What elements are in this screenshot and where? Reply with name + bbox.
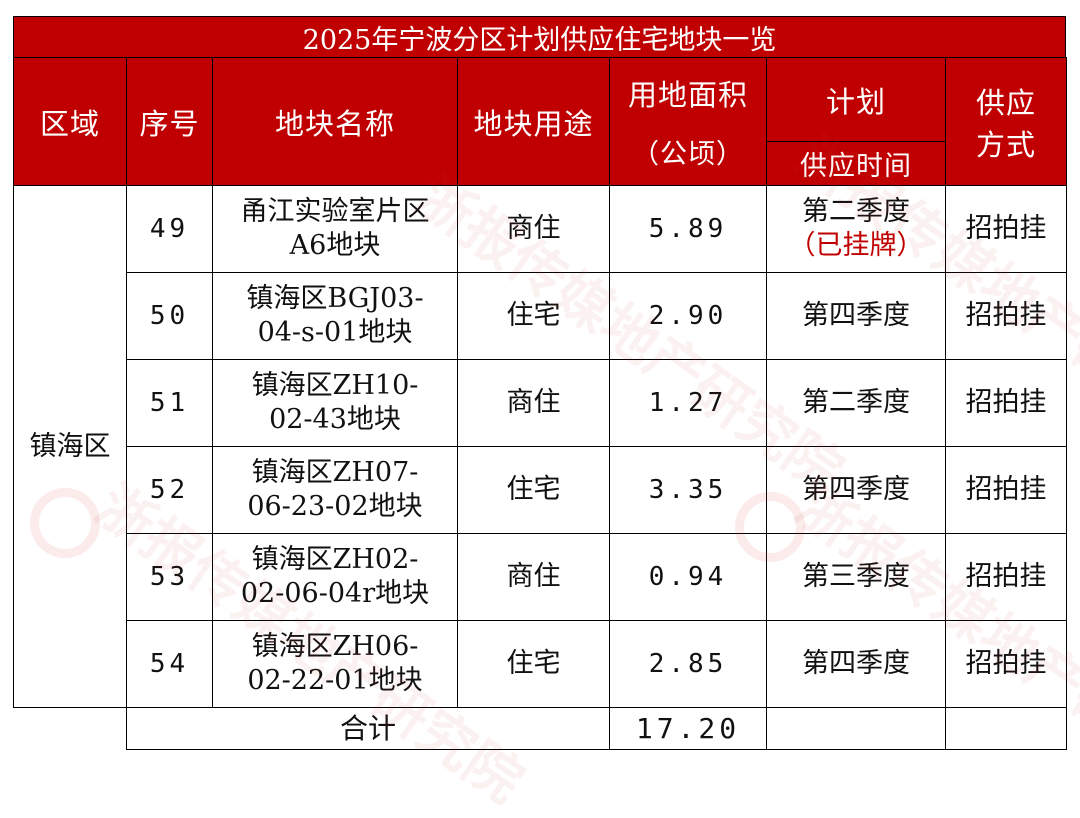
total-blank-cell [13, 707, 127, 750]
land-supply-table: 区域 序号 地块名称 地块用途 用地面积 （公顷） 计划 供应 方式 供应时间 … [13, 57, 1067, 750]
parcel-name-line1: 甬江实验室片区 [240, 196, 430, 228]
supply-time-cell: 第四季度 [766, 272, 946, 360]
parcel-name-line1: 镇海区ZH07- [251, 457, 419, 489]
index-cell: 53 [126, 533, 213, 621]
table-row: 51 镇海区ZH10- 02-43地块 商住 1.27 第二季度 招拍挂 [14, 359, 1067, 447]
parcel-name-cell: 镇海区ZH10- 02-43地块 [212, 359, 458, 447]
supply-time-text: 第二季度 [802, 196, 910, 228]
supply-time-cell: 第四季度 [766, 620, 946, 708]
area-cell: 1.27 [609, 359, 767, 447]
region-cell: 镇海区 [13, 185, 127, 708]
header-supply-method: 供应 方式 [945, 57, 1067, 186]
header-region: 区域 [13, 57, 127, 186]
header-area: 用地面积 （公顷） [609, 57, 767, 186]
usage-cell: 住宅 [457, 272, 610, 360]
table-row: 镇海区 49 甬江实验室片区 A6地块 商住 5.89 第二季度 （已挂牌） 招拍挂 [13, 185, 1067, 708]
supply-method-cell: 招拍挂 [945, 185, 1067, 273]
area-cell: 0.94 [609, 533, 767, 621]
supply-method-cell: 招拍挂 [945, 359, 1067, 447]
header-supply-method-line1: 供应 [975, 85, 1036, 120]
total-area: 17.20 [609, 707, 767, 750]
parcel-name-line2: 06-23-02地块 [247, 491, 423, 522]
usage-cell: 商住 [457, 185, 610, 273]
total-empty-time [766, 707, 946, 750]
listed-note: （已挂牌） [788, 230, 924, 261]
parcel-name-line2: A6地块 [289, 230, 381, 261]
index-cell: 54 [126, 620, 213, 708]
header-usage: 地块用途 [457, 57, 610, 186]
header-index: 序号 [126, 57, 213, 186]
parcel-name-line2: 04-s-01地块 [257, 317, 413, 348]
header-parcel-name: 地块名称 [212, 57, 458, 186]
total-label: 合计 [126, 707, 610, 750]
header-area-line2: （公顷） [632, 139, 744, 170]
parcel-name-cell: 镇海区ZH07- 06-23-02地块 [212, 446, 458, 534]
supply-method-cell: 招拍挂 [945, 620, 1067, 708]
header-supply-method-line2: 方式 [975, 127, 1036, 162]
area-cell: 3.35 [609, 446, 767, 534]
usage-cell: 商住 [457, 533, 610, 621]
usage-cell: 住宅 [457, 620, 610, 708]
index-cell: 50 [126, 272, 213, 360]
index-cell: 52 [126, 446, 213, 534]
header-supply-time: 供应时间 [766, 141, 946, 186]
parcel-name-cell: 镇海区ZH02- 02-06-04r地块 [212, 533, 458, 621]
supply-method-cell: 招拍挂 [945, 272, 1067, 360]
parcel-name-line1: 镇海区ZH06- [251, 631, 419, 663]
header-plan: 计划 [766, 57, 946, 142]
index-cell: 51 [126, 359, 213, 447]
parcel-name-cell: 甬江实验室片区 A6地块 [212, 185, 458, 273]
parcel-name-line2: 02-43地块 [269, 404, 401, 435]
table-row: 54 镇海区ZH06- 02-22-01地块 住宅 2.85 第四季度 招拍挂 [14, 620, 1067, 708]
table-row: 50 镇海区BGJ03- 04-s-01地块 住宅 2.90 第四季度 招拍挂 [14, 272, 1067, 360]
supply-time-cell: 第四季度 [766, 446, 946, 534]
parcel-name-line2: 02-06-04r地块 [240, 578, 430, 609]
header-area-line1: 用地面积 [627, 78, 748, 112]
supply-method-cell: 招拍挂 [945, 533, 1067, 621]
supply-time-cell: 第三季度 [766, 533, 946, 621]
supply-method-cell: 招拍挂 [945, 446, 1067, 534]
usage-cell: 住宅 [457, 446, 610, 534]
usage-cell: 商住 [457, 359, 610, 447]
table-row: 52 镇海区ZH07- 06-23-02地块 住宅 3.35 第四季度 招拍挂 [14, 446, 1067, 534]
supply-time-cell: 第二季度 （已挂牌） [766, 185, 946, 273]
area-cell: 5.89 [609, 185, 767, 273]
table-title: 2025年宁波分区计划供应住宅地块一览 [13, 16, 1066, 58]
area-cell: 2.90 [609, 272, 767, 360]
parcel-name-cell: 镇海区BGJ03- 04-s-01地块 [212, 272, 458, 360]
parcel-name-line1: 镇海区BGJ03- [246, 283, 424, 315]
total-empty-method [945, 707, 1067, 750]
supply-time-cell: 第二季度 [766, 359, 946, 447]
index-cell: 49 [126, 185, 213, 273]
parcel-name-line2: 02-22-01地块 [247, 665, 423, 696]
parcel-name-line1: 镇海区ZH10- [251, 370, 419, 402]
parcel-name-line1: 镇海区ZH02- [251, 544, 419, 576]
total-row: 合计 17.20 [13, 707, 1067, 750]
parcel-name-cell: 镇海区ZH06- 02-22-01地块 [212, 620, 458, 708]
area-cell: 2.85 [609, 620, 767, 708]
table-row: 53 镇海区ZH02- 02-06-04r地块 商住 0.94 第三季度 招拍挂 [14, 533, 1067, 621]
